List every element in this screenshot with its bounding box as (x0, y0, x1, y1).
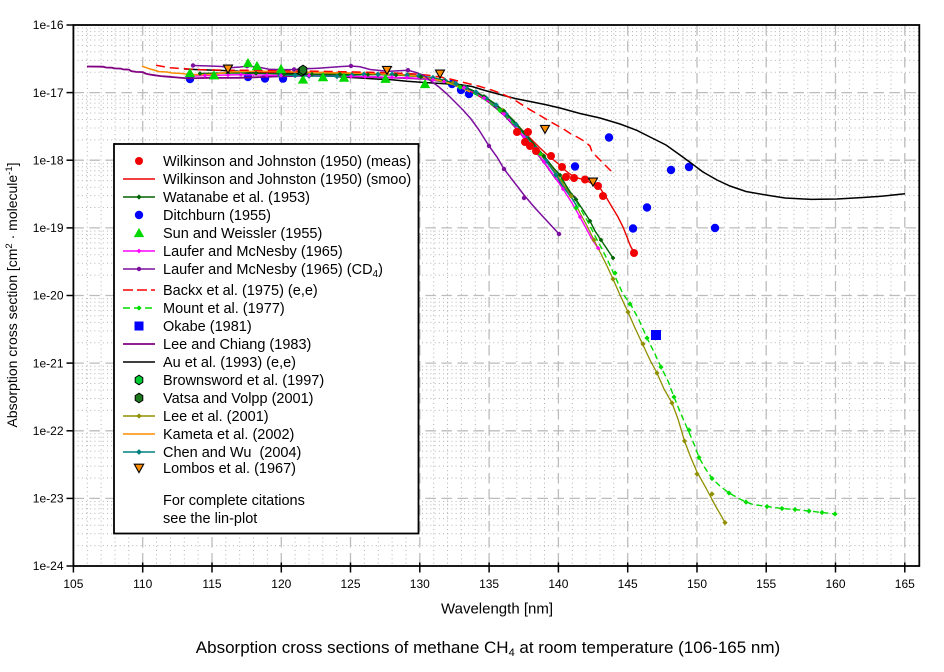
svg-text:130: 130 (410, 577, 430, 591)
svg-text:Absorption cross sections of m: Absorption cross sections of methane CH4… (196, 638, 780, 659)
svg-text:Laufer and McNesby (1965) (CD4: Laufer and McNesby (1965) (CD4) (163, 262, 383, 280)
svg-text:Wilkinson and Johnston (1950): Wilkinson and Johnston (1950) (meas) (163, 154, 411, 170)
svg-text:1e-17: 1e-17 (33, 86, 64, 100)
svg-text:125: 125 (340, 577, 360, 591)
svg-text:Kameta et al. (2002): Kameta et al. (2002) (163, 427, 294, 443)
svg-text:Ditchburn (1955): Ditchburn (1955) (163, 208, 271, 224)
svg-text:165: 165 (895, 577, 915, 591)
svg-text:Watanabe et al. (1953): Watanabe et al. (1953) (163, 190, 310, 206)
svg-text:Wavelength [nm]: Wavelength [nm] (441, 601, 553, 618)
svg-text:Backx et al. (1975) (e,e): Backx et al. (1975) (e,e) (163, 283, 318, 299)
svg-text:1e-21: 1e-21 (33, 356, 64, 370)
svg-text:Absorption cross section [cm2: Absorption cross section [cm2 · molecule… (4, 162, 20, 427)
svg-text:Brownsword et al. (1997): Brownsword et al. (1997) (163, 373, 324, 389)
svg-text:1e-23: 1e-23 (33, 492, 64, 506)
svg-text:160: 160 (825, 577, 845, 591)
svg-text:105: 105 (63, 577, 83, 591)
svg-text:140: 140 (548, 577, 568, 591)
svg-text:Wilkinson and Johnston (1950): Wilkinson and Johnston (1950) (smoo) (163, 172, 411, 188)
svg-text:Sun and Weissler (1955): Sun and Weissler (1955) (163, 226, 322, 242)
svg-text:115: 115 (202, 577, 221, 591)
svg-text:Laufer and McNesby (1965): Laufer and McNesby (1965) (163, 244, 343, 260)
svg-text:1e-24: 1e-24 (33, 559, 64, 573)
svg-text:135: 135 (479, 577, 499, 591)
svg-text:145: 145 (618, 577, 638, 591)
svg-text:110: 110 (133, 577, 152, 591)
svg-text:Okabe (1981): Okabe (1981) (163, 319, 252, 335)
svg-text:Lee and Chiang (1983): Lee and Chiang (1983) (163, 337, 311, 353)
svg-text:Mount et al. (1977): Mount et al. (1977) (163, 301, 285, 317)
svg-text:Chen and Wu (2004): Chen and Wu (2004) (163, 445, 301, 461)
svg-text:1e-16: 1e-16 (33, 18, 64, 32)
svg-text:For complete citations: For complete citations (163, 493, 305, 509)
svg-text:155: 155 (756, 577, 776, 591)
svg-text:Vatsa and Volpp (2001): Vatsa and Volpp (2001) (163, 391, 313, 407)
svg-text:see the lin-plot: see the lin-plot (163, 511, 257, 527)
svg-text:Lee et al. (2001): Lee et al. (2001) (163, 409, 269, 425)
svg-text:1e-18: 1e-18 (33, 153, 64, 167)
svg-text:Au et al. (1993) (e,e): Au et al. (1993) (e,e) (163, 355, 296, 371)
svg-text:1e-22: 1e-22 (33, 424, 64, 438)
svg-text:150: 150 (687, 577, 707, 591)
svg-text:Lombos et al. (1967): Lombos et al. (1967) (163, 461, 296, 477)
svg-text:1e-20: 1e-20 (33, 289, 64, 303)
svg-text:1e-19: 1e-19 (33, 221, 64, 235)
svg-text:120: 120 (271, 577, 291, 591)
